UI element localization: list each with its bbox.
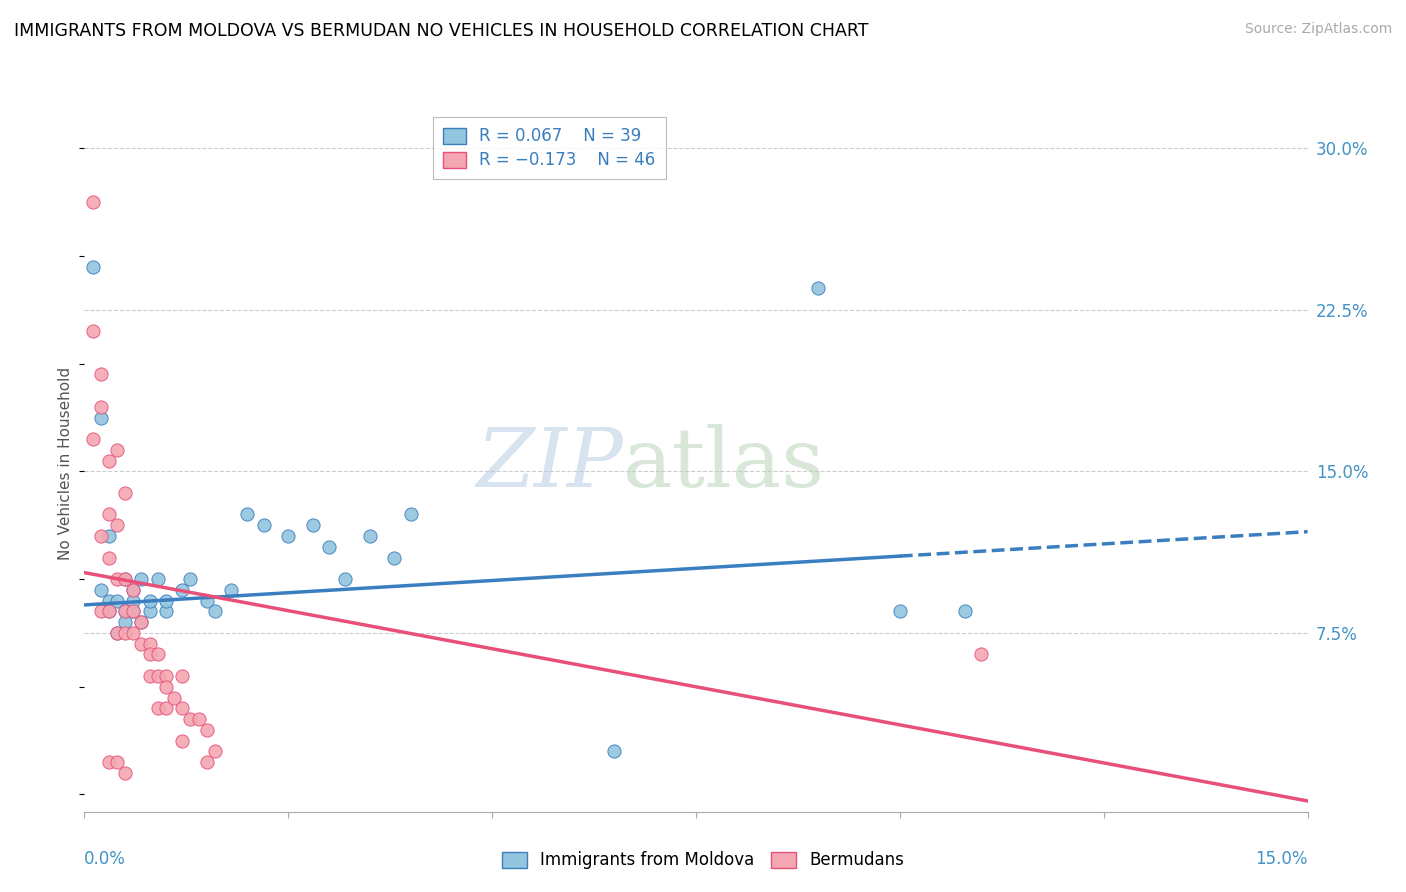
Point <box>105 518 128 533</box>
Point <box>253 518 276 533</box>
Point <box>163 690 186 705</box>
Point <box>122 626 145 640</box>
Point <box>105 755 128 769</box>
Point <box>195 755 218 769</box>
Point <box>114 615 136 629</box>
Point <box>138 604 160 618</box>
Point <box>359 529 381 543</box>
Point <box>114 626 136 640</box>
Point <box>105 626 128 640</box>
Point <box>114 766 136 780</box>
Point <box>90 410 112 425</box>
Point <box>122 593 145 607</box>
Point <box>114 604 136 618</box>
Point <box>97 593 120 607</box>
Point <box>318 540 340 554</box>
Point <box>146 648 169 662</box>
Point <box>122 582 145 597</box>
Point <box>172 669 194 683</box>
Point <box>105 626 128 640</box>
Point <box>105 572 128 586</box>
Point <box>122 604 145 618</box>
Point <box>301 518 323 533</box>
Point <box>114 486 136 500</box>
Point <box>131 637 153 651</box>
Point <box>204 604 226 618</box>
Point <box>138 648 160 662</box>
Point <box>953 604 976 618</box>
Point <box>155 604 177 618</box>
Text: Source: ZipAtlas.com: Source: ZipAtlas.com <box>1244 22 1392 37</box>
Point <box>146 701 169 715</box>
Text: atlas: atlas <box>623 424 825 504</box>
Text: 15.0%: 15.0% <box>1256 850 1308 869</box>
Point <box>82 195 104 210</box>
Point <box>114 604 136 618</box>
Point <box>131 615 153 629</box>
Point <box>82 324 104 338</box>
Point <box>172 733 194 747</box>
Point <box>195 593 218 607</box>
Point <box>179 572 201 586</box>
Point <box>187 712 209 726</box>
Legend: R = 0.067    N = 39, R = −0.173    N = 46: R = 0.067 N = 39, R = −0.173 N = 46 <box>433 118 665 179</box>
Point <box>131 572 153 586</box>
Point <box>236 508 259 522</box>
Point <box>90 582 112 597</box>
Point <box>195 723 218 737</box>
Point <box>97 604 120 618</box>
Point <box>970 648 993 662</box>
Text: ZIP: ZIP <box>475 424 623 504</box>
Point <box>603 744 626 758</box>
Point <box>179 712 201 726</box>
Point <box>122 582 145 597</box>
Point <box>138 669 160 683</box>
Point <box>889 604 911 618</box>
Point <box>172 701 194 715</box>
Point <box>97 453 120 467</box>
Point <box>131 615 153 629</box>
Text: IMMIGRANTS FROM MOLDOVA VS BERMUDAN NO VEHICLES IN HOUSEHOLD CORRELATION CHART: IMMIGRANTS FROM MOLDOVA VS BERMUDAN NO V… <box>14 22 869 40</box>
Point <box>90 368 112 382</box>
Y-axis label: No Vehicles in Household: No Vehicles in Household <box>58 368 73 560</box>
Point <box>90 400 112 414</box>
Point <box>97 529 120 543</box>
Point <box>105 442 128 457</box>
Point <box>82 432 104 446</box>
Point <box>138 593 160 607</box>
Point <box>97 508 120 522</box>
Point <box>146 572 169 586</box>
Point <box>155 680 177 694</box>
Point <box>122 604 145 618</box>
Point <box>807 281 830 295</box>
Point <box>97 755 120 769</box>
Point <box>105 593 128 607</box>
Legend: Immigrants from Moldova, Bermudans: Immigrants from Moldova, Bermudans <box>492 841 914 880</box>
Point <box>335 572 357 586</box>
Point <box>114 572 136 586</box>
Point <box>90 604 112 618</box>
Point <box>155 669 177 683</box>
Point <box>155 701 177 715</box>
Point <box>219 582 242 597</box>
Point <box>172 582 194 597</box>
Point <box>146 669 169 683</box>
Point <box>382 550 405 565</box>
Point <box>277 529 299 543</box>
Point <box>97 550 120 565</box>
Point <box>155 593 177 607</box>
Point <box>90 529 112 543</box>
Point <box>82 260 104 274</box>
Point <box>138 637 160 651</box>
Point <box>399 508 422 522</box>
Point <box>114 572 136 586</box>
Text: 0.0%: 0.0% <box>84 850 127 869</box>
Point <box>97 604 120 618</box>
Point <box>204 744 226 758</box>
